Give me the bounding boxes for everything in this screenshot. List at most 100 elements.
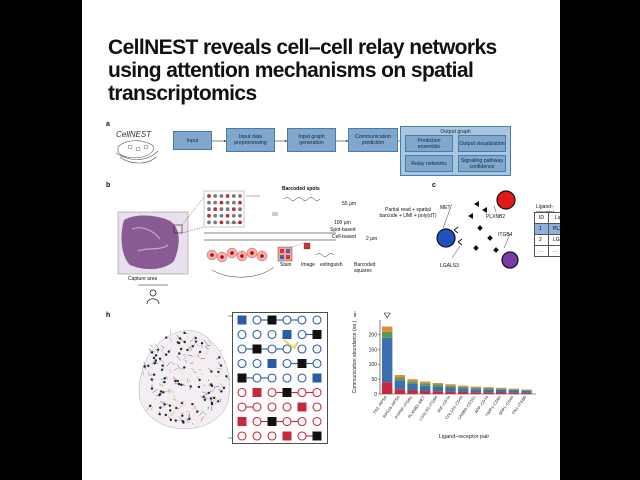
spot — [183, 331, 186, 335]
spot — [196, 410, 199, 413]
edge — [214, 375, 219, 377]
bar-segment — [470, 386, 482, 388]
barcoded-spot-grid — [207, 194, 242, 225]
edge — [182, 354, 186, 356]
edge — [207, 398, 212, 402]
marker-triangle — [383, 312, 391, 319]
bar-segment — [470, 392, 482, 394]
cell-circle — [312, 402, 322, 412]
bar-segment — [420, 391, 431, 394]
spot — [165, 336, 168, 339]
bar-segment — [496, 392, 507, 394]
edge — [154, 398, 157, 401]
edge — [184, 360, 187, 363]
cell-circle — [267, 402, 277, 412]
edge — [161, 355, 164, 358]
barcoded-squares-label: Barcoded squares — [354, 262, 376, 274]
barcoded-spot — [213, 207, 218, 212]
edge — [169, 337, 173, 343]
gene-label-plxnb2: PLXNB2 — [486, 214, 506, 220]
lr-database-table: IDLigandReceptor 1PLXNB2MET2LGALS3ITGB4.… — [534, 212, 560, 257]
cell-square — [237, 417, 247, 426]
bar-segment — [483, 387, 494, 389]
spot — [163, 403, 166, 406]
edge — [210, 398, 213, 403]
gene-label-lgals3: LGALS3 — [440, 263, 459, 269]
bar-segment — [432, 383, 444, 385]
bar-segment — [521, 392, 532, 394]
cell-circle — [312, 344, 322, 354]
bar-segment — [407, 390, 418, 394]
stain-label: Stain — [280, 262, 292, 268]
edge — [190, 338, 194, 343]
bar-segment — [382, 337, 393, 383]
spot — [162, 391, 165, 394]
cell-circle — [282, 373, 292, 383]
lr-table-cell: ... — [547, 245, 560, 257]
spot — [222, 386, 226, 390]
bar-segment — [420, 381, 431, 384]
step-graph-generation: Input graph generation — [287, 128, 336, 152]
edge — [201, 410, 207, 416]
lr-table-cell: 1 — [534, 223, 549, 235]
barcoded-spot — [231, 220, 236, 225]
edge — [187, 354, 193, 357]
edge — [191, 368, 195, 371]
edge — [179, 372, 184, 375]
barcoded-spot — [219, 220, 224, 225]
barcoded-spot — [225, 200, 230, 205]
edge — [195, 343, 200, 347]
cell-circle — [267, 329, 277, 340]
spot — [203, 398, 207, 401]
edge — [223, 360, 226, 364]
cell-circle — [282, 344, 292, 354]
edge — [205, 344, 211, 347]
cell-square — [237, 315, 247, 325]
barcoded-spot — [225, 213, 230, 218]
edge — [148, 374, 153, 376]
cell-circle — [312, 387, 322, 398]
spot — [154, 354, 158, 357]
edge — [170, 361, 176, 366]
spot — [209, 383, 213, 386]
barcoded-spot — [238, 220, 242, 225]
spot — [161, 364, 164, 367]
edge — [183, 355, 187, 361]
barcoded-spot — [213, 194, 218, 198]
y-axis-label: Communication abundance (no.) — [352, 320, 358, 393]
spot — [209, 397, 213, 400]
cell-circle — [237, 329, 247, 340]
spot — [163, 377, 167, 380]
edge — [162, 401, 165, 405]
edge — [176, 334, 180, 339]
output-visualization: Output visualization — [458, 135, 506, 152]
y-tick-label: 0 — [374, 392, 377, 398]
bar-segment — [445, 384, 456, 386]
edge — [147, 371, 150, 377]
barcoded-spot — [238, 213, 242, 218]
edge — [176, 399, 180, 403]
output-pathway-confidence: Signaling pathway confidence — [458, 155, 506, 172]
edge — [141, 370, 145, 376]
edge — [182, 385, 186, 387]
panel-label-b: b — [106, 182, 111, 189]
edge — [193, 340, 197, 346]
barcoded-spot — [225, 220, 230, 225]
output-relay-networks: Relay networks — [405, 155, 453, 172]
panel-h-tissue-map — [138, 315, 240, 439]
step-communication-prediction: Communication prediction — [348, 128, 398, 152]
bar-segment — [521, 390, 532, 392]
barcoded-spot — [207, 194, 211, 198]
spot — [164, 413, 167, 417]
barcoded-spot — [219, 213, 224, 218]
edge — [161, 416, 165, 419]
spot — [180, 383, 183, 386]
panel-b-graphic — [117, 190, 336, 305]
spot — [210, 370, 213, 373]
spot — [183, 366, 186, 369]
output-prediction-ensemble: Prediction ensemble — [405, 135, 453, 152]
edge — [196, 376, 200, 381]
edge — [180, 403, 184, 408]
edge — [160, 345, 165, 349]
cell-square — [237, 373, 247, 383]
